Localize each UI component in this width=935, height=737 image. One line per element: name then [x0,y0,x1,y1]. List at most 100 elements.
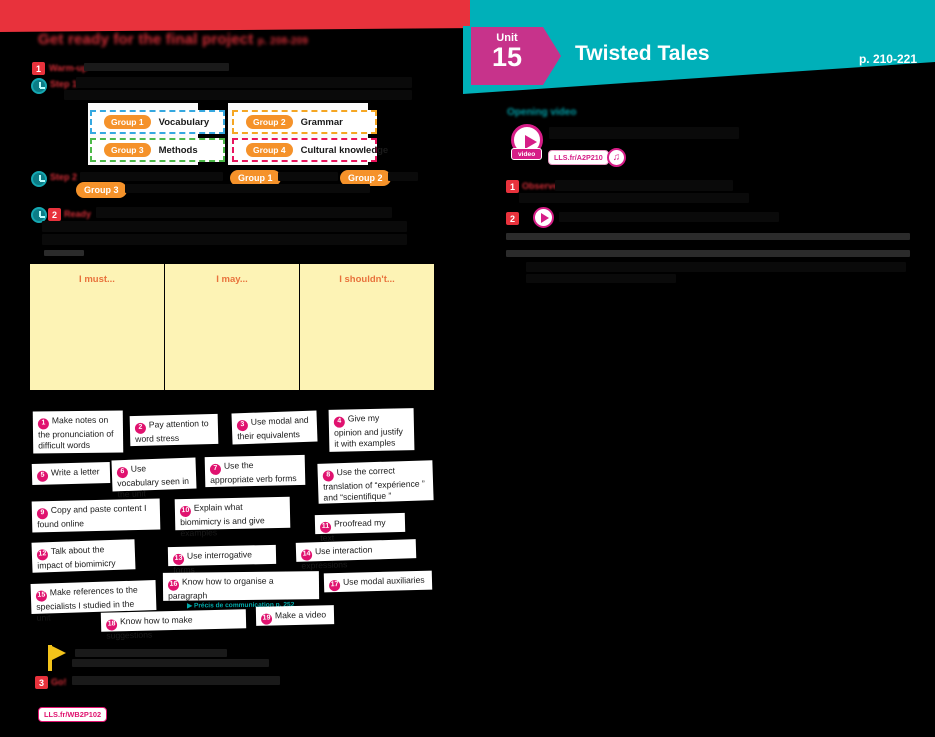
redacted-text [388,172,418,181]
sticky-note-shouldnt: I shouldn't... [300,264,434,390]
redacted-headline [549,127,739,139]
unit-badge: Unit 15 [471,27,561,85]
group-label-grammar: Grammar [300,116,343,128]
card-number: 7 [209,463,222,476]
sticky-title-shouldnt: I shouldn't... [339,274,395,285]
redacted-text [278,172,338,181]
skill-card-17[interactable]: 17 Use modal auxiliaries [323,570,433,593]
card-text: Pay attention to word stress [135,418,209,444]
card-text: Talk about the impact of biomimicry [37,544,116,571]
card-number: 11 [319,521,332,533]
skill-card-4[interactable]: 4 Give my opinion and justify it with exa… [328,408,415,452]
skill-card-18[interactable]: 18 Know how to make suggestions [100,609,247,641]
clock-icon [31,207,47,223]
redacted-text [64,90,412,100]
sticky-note-must: I must... [30,264,164,390]
card-number: 5 [36,470,49,482]
group-pill-2: Group 2 [246,115,293,129]
answer-line[interactable] [506,250,910,257]
sticky-title-must: I must... [79,274,115,285]
card-text: Use modal auxiliaries [342,574,425,587]
opening-video-label: Opening video [507,107,577,118]
skill-card-2[interactable]: 2 Pay attention to word stress [129,413,219,447]
skill-card-11[interactable]: 11 Proofread my text [314,512,406,543]
unit-number: 15 [491,42,523,72]
redacted-text [75,649,227,657]
card-number: 14 [300,549,313,561]
step-label-1: Step 1 [50,79,78,89]
redacted-text [84,63,229,71]
card-text: Make notes on the pronunciation of diffi… [37,414,114,451]
video-link-badge[interactable]: LLS.fr/A2P210 [548,150,609,165]
card-number: 17 [328,579,341,592]
exercise-label-ready: Ready [64,209,92,219]
skill-card-9[interactable]: 9 Copy and paste content I found online [31,498,161,533]
left-footer-badge[interactable]: LLS.fr/WB2P102 [38,707,108,722]
sticky-note-may: I may... [165,264,299,390]
exercise-number-2: 2 [48,208,61,221]
exercise-label-go: Go! [51,677,67,687]
redacted-text [76,77,412,88]
skill-card-3[interactable]: 3 Use modal and their equivalents [231,410,318,445]
video-play-icon-small[interactable] [533,207,554,228]
redacted-text [526,262,906,272]
card-text: Use modal and their equivalents [237,414,309,442]
exercise-number-1: 1 [506,180,519,193]
card-text: Explain what biomimicry is and give exam… [180,501,265,539]
group-box-vocabulary: Group 1 Vocabulary [90,110,225,134]
card-text: Use vocabulary seen in the unit [117,463,190,500]
card-number: 10 [179,505,192,518]
card-text: Know how to make suggestions [106,614,193,641]
sticky-title-may: I may... [216,274,248,285]
redacted-text [125,184,370,193]
skill-card-8[interactable]: 8 Use the correct translation of “expérie… [317,460,434,504]
skill-card-10[interactable]: 10 Explain what biomimicry is and give ex… [174,496,291,538]
answer-line[interactable] [506,233,910,240]
card-number: 2 [134,422,147,434]
group-box-grammar: Group 2 Grammar [232,110,377,134]
group-box-methods: Group 3 Methods [90,138,225,162]
redacted-text [42,221,407,232]
card-number: 8 [322,470,334,482]
skill-card-7[interactable]: 7 Use the appropriate verb forms [204,454,306,488]
unit-word: Unit [496,32,518,44]
step-label-warmup: Warm-up [49,63,88,73]
right-page: Unit 15 Twisted Tales p. 210-221 Opening… [463,0,935,737]
skill-card-15[interactable]: 15 Make references to the specialists I s… [30,580,157,623]
redacted-text [80,172,223,181]
redacted-text [519,193,749,203]
left-page-title-pages: p. 208-209 [257,36,309,47]
card-text: Give my opinion and justify it with exam… [333,412,403,449]
skill-card-1[interactable]: 1 Make notes on the pronunciation of diff… [32,410,124,454]
redacted-text [555,180,733,191]
card-text: Know how to organise a paragraph [168,575,274,601]
card-text: Make a video [274,609,327,621]
left-page: Get ready for the final project p. 208-2… [0,0,463,737]
card-text: Use interaction expressions [301,544,373,571]
left-page-top-bar [0,0,463,26]
group-label-methods: Methods [158,144,198,156]
card-number: 9 [36,508,49,520]
card-number: 6 [116,466,129,479]
skill-card-6[interactable]: 6 Use vocabulary seen in the unit [111,457,197,499]
skill-card-19[interactable]: 19 Make a video [255,605,335,626]
group-pill-3: Group 3 [104,143,151,157]
skill-card-14[interactable]: 14 Use interaction expressions [295,539,417,571]
exercise-number-2: 2 [506,212,519,225]
group-pill-float-2: Group 2 [340,170,391,186]
group-label-vocabulary: Vocabulary [158,116,210,128]
skill-card-5[interactable]: 5 Write a letter [31,461,111,486]
skill-card-13[interactable]: 13 Use interrogative forms [167,544,277,575]
red-corner-tab [463,0,470,26]
skill-card-16[interactable]: 16 Know how to organise a paragraph ▶ Pré… [162,571,320,610]
audio-icon[interactable]: ♫ [607,148,626,167]
redacted-text [559,212,779,222]
redacted-text [526,274,676,283]
redacted-text [72,676,280,685]
skill-card-12[interactable]: 12 Talk about the impact of biomimicry [31,539,136,573]
group-box-cultural: Group 4 Cultural knowledge [232,138,388,162]
group-pill-1: Group 1 [104,115,151,129]
clock-icon [31,78,47,94]
card-text: Use the correct translation of “expérien… [322,465,425,503]
